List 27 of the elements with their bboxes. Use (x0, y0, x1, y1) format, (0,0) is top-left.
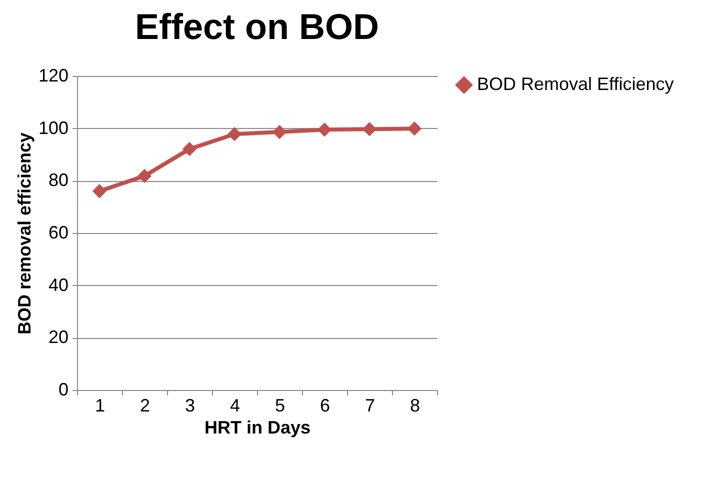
x-tick-label: 3 (184, 396, 196, 416)
x-tick-label: 5 (274, 396, 286, 416)
y-tick-label: 100 (38, 118, 68, 138)
x-tick-label: 7 (364, 396, 376, 416)
y-tick-label: 80 (48, 170, 68, 190)
point (362, 122, 377, 136)
point (407, 122, 422, 136)
point (272, 124, 287, 140)
legend-label: BOD Removal Efficiency (477, 74, 674, 94)
x-tick-label: 4 (230, 396, 240, 416)
point (227, 127, 242, 142)
point (137, 168, 152, 184)
x-tick-label: 2 (140, 396, 150, 416)
y-axis-title: BOD removal efficiency (14, 132, 34, 335)
x-tick-label: 1 (94, 396, 106, 416)
y-tick-label: 120 (38, 66, 68, 86)
y-tick-label: 60 (48, 222, 68, 242)
y-tick-label: 0 (58, 380, 68, 400)
y-tick-label: 20 (48, 327, 68, 348)
x-axis-title: HRT in Days (204, 418, 311, 438)
x-tick-label: 8 (410, 396, 420, 416)
chart-title: Effect on BOD (134, 6, 380, 47)
point (317, 122, 332, 137)
y-tick-label: 40 (48, 274, 68, 295)
point (182, 142, 197, 156)
point (92, 184, 107, 198)
x-tick-label: 6 (320, 396, 330, 416)
